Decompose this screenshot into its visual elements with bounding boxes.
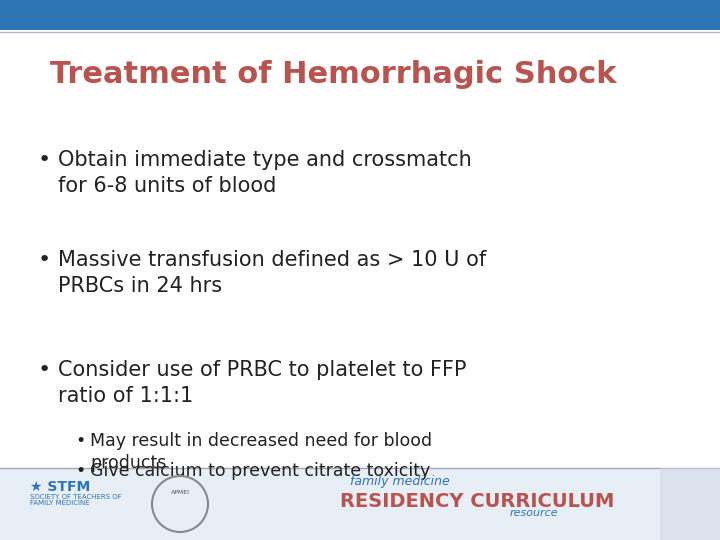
Text: •: • — [38, 150, 51, 170]
Text: Massive transfusion defined as > 10 U of
PRBCs in 24 hrs: Massive transfusion defined as > 10 U of… — [58, 250, 486, 296]
Bar — [0, 468, 720, 540]
Text: Treatment of Hemorrhagic Shock: Treatment of Hemorrhagic Shock — [50, 60, 616, 89]
Bar — [0, 0, 720, 30]
Text: May result in decreased need for blood
products: May result in decreased need for blood p… — [90, 432, 432, 472]
Text: •: • — [38, 250, 51, 270]
Text: Obtain immediate type and crossmatch
for 6-8 units of blood: Obtain immediate type and crossmatch for… — [58, 150, 472, 197]
Text: •: • — [38, 360, 51, 380]
Text: Consider use of PRBC to platelet to FFP
ratio of 1:1:1: Consider use of PRBC to platelet to FFP … — [58, 360, 467, 407]
Text: RESIDENCY CURRICULUM: RESIDENCY CURRICULUM — [340, 492, 614, 511]
Text: SOCIETY OF TEACHERS OF: SOCIETY OF TEACHERS OF — [30, 494, 122, 500]
Text: •: • — [75, 432, 85, 450]
Text: •: • — [75, 462, 85, 480]
Bar — [660, 468, 720, 540]
Text: resource: resource — [510, 508, 559, 518]
Text: APMEI: APMEI — [171, 490, 189, 495]
Text: family medicine: family medicine — [350, 475, 450, 488]
Text: ★ STFM: ★ STFM — [30, 480, 90, 494]
Text: FAMILY MEDICINE: FAMILY MEDICINE — [30, 500, 89, 506]
Text: Give calcium to prevent citrate toxicity: Give calcium to prevent citrate toxicity — [90, 462, 431, 480]
